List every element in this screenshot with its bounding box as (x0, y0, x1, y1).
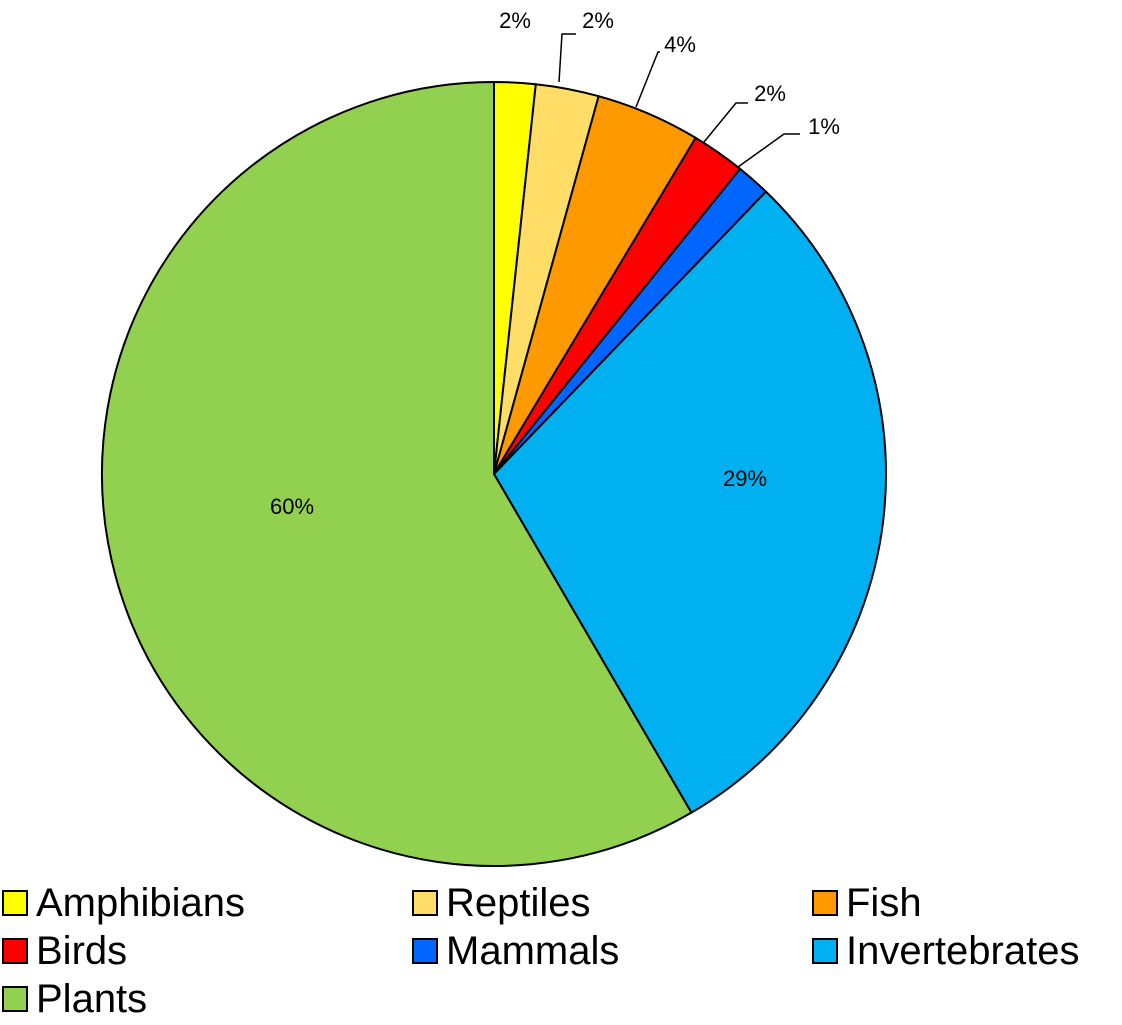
legend-item-birds: Birds (2, 928, 127, 974)
data-label-mammals: 1% (808, 114, 840, 139)
chart-legend: Amphibians Reptiles Fish Birds Mammals Invert… (0, 878, 1122, 1025)
legend-item-invertebrates: Invertebrates (812, 928, 1079, 974)
legend-label: Fish (846, 881, 922, 925)
legend-item-reptiles: Reptiles (412, 880, 591, 926)
legend-swatch (2, 890, 28, 916)
legend-label: Plants (36, 977, 148, 1021)
data-label-plants: 60% (270, 494, 314, 519)
legend-swatch (2, 986, 28, 1012)
leader-line-reptiles (558, 33, 576, 83)
legend-label: Amphibians (36, 881, 246, 925)
legend-swatch (812, 938, 838, 964)
leader-line-birds (703, 102, 748, 143)
data-label-amphibians: 2% (499, 8, 531, 33)
data-label-birds: 2% (754, 81, 786, 106)
legend-item-mammals: Mammals (412, 928, 619, 974)
data-label-fish: 4% (664, 32, 696, 57)
legend-swatch (412, 890, 438, 916)
legend-label: Reptiles (446, 881, 591, 925)
legend-item-plants: Plants (2, 976, 147, 1022)
leader-line-mammals (737, 133, 800, 168)
legend-swatch (812, 890, 838, 916)
data-label-invertebrates: 29% (723, 466, 767, 491)
data-label-reptiles: 2% (582, 8, 614, 33)
legend-item-amphibians: Amphibians (2, 880, 245, 926)
pie-slice-plants (101, 81, 693, 867)
pie-slice-invertebrates (493, 190, 887, 814)
legend-label: Birds (36, 929, 128, 973)
pie-chart: 2% 2% 4% 2% 1% 29% 60% (101, 8, 887, 867)
legend-swatch (2, 938, 28, 964)
legend-label: Invertebrates (846, 929, 1080, 973)
leader-line-fish (635, 51, 660, 108)
legend-swatch (412, 938, 438, 964)
legend-item-fish: Fish (812, 880, 922, 926)
legend-label: Mammals (446, 929, 620, 973)
